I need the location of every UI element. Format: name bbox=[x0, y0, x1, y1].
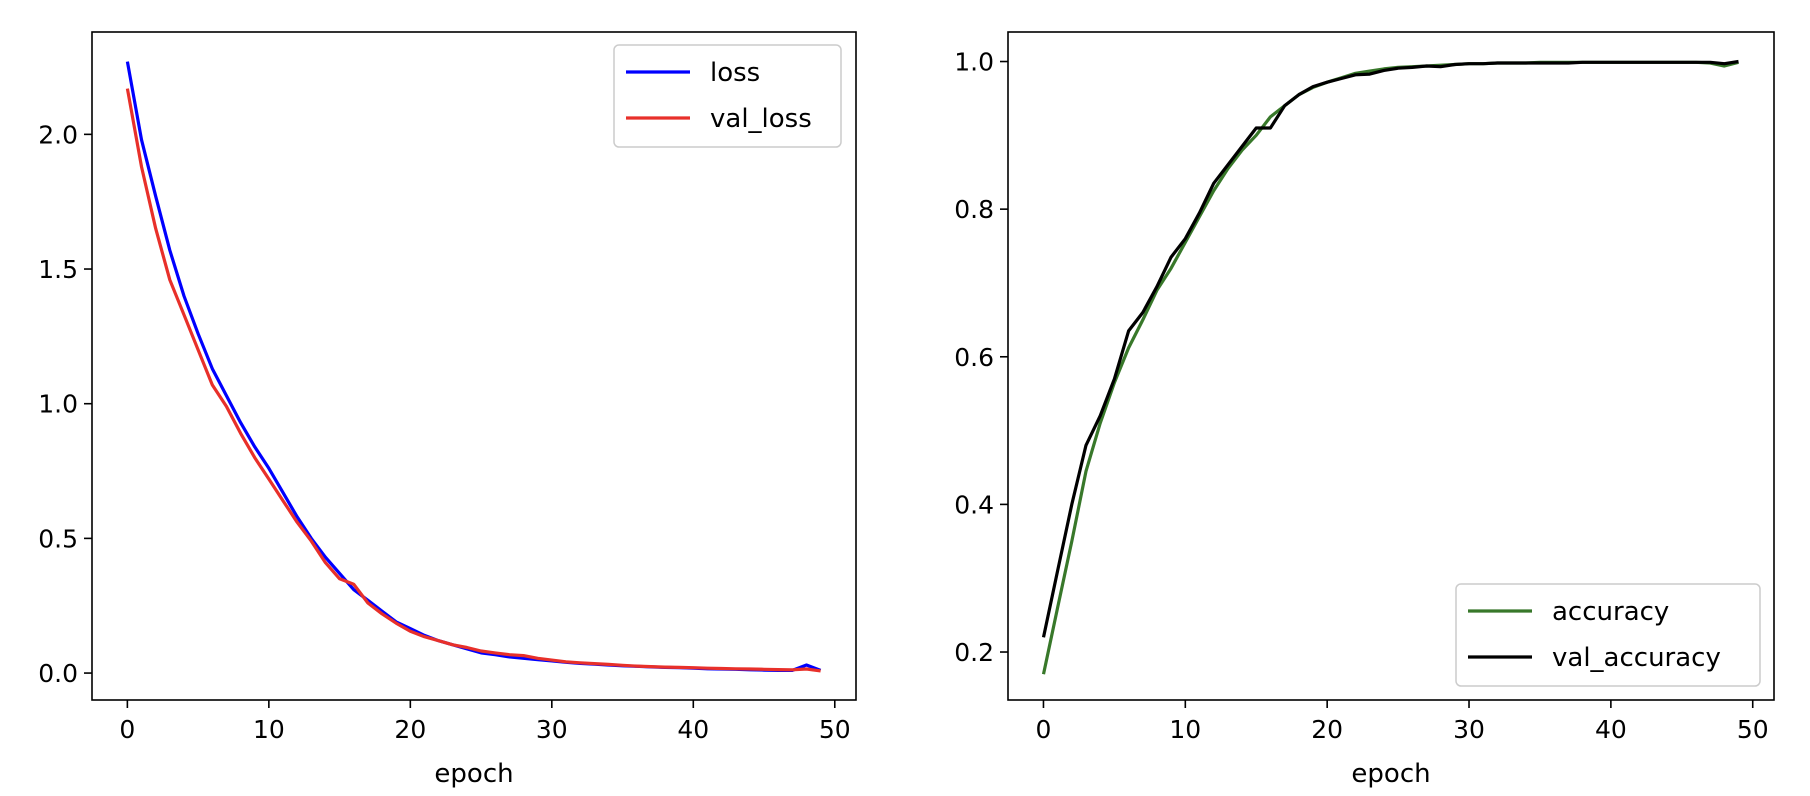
plot-frame bbox=[1007, 31, 1775, 701]
x-tick-label: 40 bbox=[1595, 715, 1627, 744]
accuracy-chart: 0 10 20 30 40 50 0.2 0.4 0.6 0.8 1.0 epoch accuracy v… bbox=[954, 31, 1775, 789]
y-tick-label: 2.0 bbox=[38, 120, 78, 149]
series-line-accuracy bbox=[1041, 60, 1739, 675]
y-tick-label: 0.0 bbox=[38, 659, 78, 688]
y-tick-label: 1.0 bbox=[38, 390, 78, 419]
y-tick-label: 0.6 bbox=[954, 343, 994, 372]
y-tick-label: 0.8 bbox=[954, 195, 994, 224]
y-tick-label: 1.5 bbox=[38, 255, 78, 284]
plot-frame bbox=[91, 31, 857, 701]
y-tick-label: 1.0 bbox=[954, 48, 994, 77]
x-tick-label: 0 bbox=[119, 715, 135, 744]
series-line-val-loss bbox=[125, 88, 821, 673]
y-tick-label: 0.4 bbox=[954, 490, 994, 519]
legend-label-val-accuracy: val_accuracy bbox=[1552, 643, 1721, 673]
x-tick-label: 40 bbox=[677, 715, 709, 744]
legend: loss val_loss bbox=[613, 44, 842, 148]
x-axis-label: epoch bbox=[434, 759, 513, 789]
x-tick-label: 10 bbox=[253, 715, 285, 744]
x-tick-label: 20 bbox=[394, 715, 426, 744]
loss-chart: 0 10 20 30 40 50 0.0 0.5 1.0 1.5 2.0 epoch loss val_l… bbox=[38, 31, 857, 789]
x-tick-label: 30 bbox=[536, 715, 568, 744]
x-axis-label: epoch bbox=[1351, 759, 1430, 789]
legend-label-accuracy: accuracy bbox=[1552, 597, 1669, 627]
x-tick-label: 0 bbox=[1036, 715, 1052, 744]
y-tick-label: 0.2 bbox=[954, 638, 994, 667]
series-line-loss bbox=[125, 61, 822, 673]
x-tick-label: 10 bbox=[1169, 715, 1201, 744]
x-tick-label: 50 bbox=[1737, 715, 1769, 744]
legend-label-val-loss: val_loss bbox=[710, 104, 812, 134]
x-tick-label: 50 bbox=[819, 715, 851, 744]
x-tick-label: 20 bbox=[1311, 715, 1343, 744]
x-tick-label: 30 bbox=[1453, 715, 1485, 744]
legend: accuracy val_accuracy bbox=[1455, 583, 1761, 687]
legend-label-loss: loss bbox=[710, 58, 760, 88]
series-line-val-accuracy bbox=[1041, 59, 1739, 638]
y-tick-label: 0.5 bbox=[38, 524, 78, 553]
